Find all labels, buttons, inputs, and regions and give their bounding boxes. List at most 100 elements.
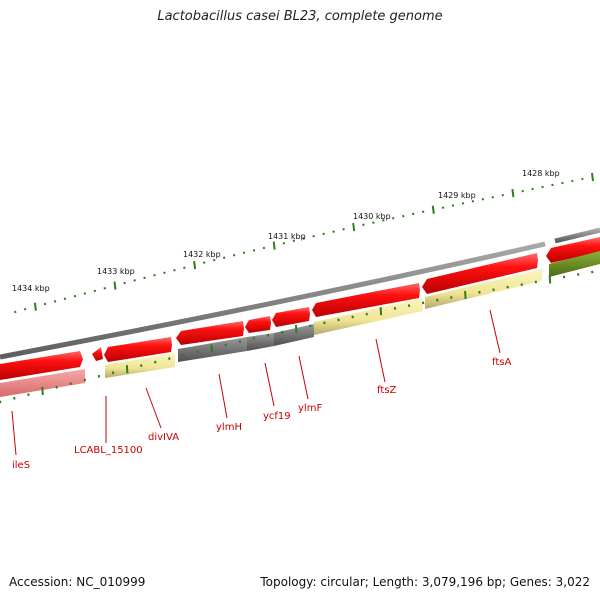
gene-arrow-small[interactable] — [92, 347, 103, 361]
scale-tick — [382, 219, 385, 222]
scale-tick — [113, 281, 117, 290]
scale-tick — [342, 228, 345, 231]
inner-tick — [140, 364, 143, 368]
gene-arrow-ftsZ-forward[interactable] — [312, 283, 420, 317]
inner-tick — [464, 290, 467, 299]
gene-label-ycf19[interactable]: ycf19 — [263, 411, 291, 422]
scale-tick — [332, 230, 335, 233]
gene-arrow-ycf19-forward[interactable] — [245, 316, 271, 333]
scale-tick — [491, 195, 494, 199]
scale-tick — [541, 185, 544, 189]
gene-label-ylmF[interactable]: ylmF — [298, 403, 322, 414]
inner-tick — [0, 400, 2, 404]
inner-tick — [196, 350, 199, 354]
inner-tick — [309, 324, 312, 328]
inner-tick — [238, 340, 242, 344]
scale-tick — [402, 214, 405, 218]
feature-ftsZ[interactable] — [314, 298, 423, 335]
inner-tick — [337, 318, 340, 322]
inner-tick — [224, 343, 227, 347]
inner-tick — [548, 275, 552, 284]
scale-tick — [282, 241, 286, 245]
gene-arrow-ftsA-forward[interactable] — [422, 253, 538, 294]
inner-tick — [492, 288, 495, 292]
scale-tick — [23, 308, 27, 311]
scale-tick — [531, 187, 534, 191]
feature-divIVA[interactable] — [105, 353, 175, 378]
gene-label-divIVA[interactable]: divIVA — [148, 432, 179, 443]
scale-tick — [242, 251, 246, 255]
inner-tick — [55, 385, 58, 389]
accession-text: Accession: NC_010999 — [9, 575, 146, 589]
scale-tick — [471, 200, 475, 203]
feature-ycf19[interactable] — [247, 333, 274, 351]
scale-labels: 1434 kbp 1433 kbp 1432 kbp 1431 kbp 1430… — [12, 169, 560, 293]
topology-text: Topology: circular; Length: 3,079,196 bp… — [260, 575, 590, 589]
scale-tick — [511, 188, 515, 198]
inner-tick — [252, 337, 256, 340]
gene-arrow-ylmF-forward[interactable] — [272, 307, 310, 327]
scale-tick — [591, 172, 594, 182]
inner-tick — [450, 296, 453, 299]
scale-tick — [173, 268, 176, 272]
scale-tick — [372, 221, 375, 224]
feature-right-green[interactable] — [549, 251, 600, 277]
scale-tick — [213, 258, 216, 262]
gene-label-ileS[interactable]: ileS — [12, 460, 30, 471]
inner-tick — [295, 324, 298, 334]
scale-tick — [352, 222, 356, 232]
scale-tick — [14, 310, 17, 314]
feature-ylmF[interactable] — [274, 324, 314, 346]
scale-tick — [431, 205, 435, 214]
scale-tick — [571, 179, 574, 183]
inner-tick — [421, 301, 425, 305]
inner-tick — [379, 307, 383, 316]
scale-tick — [252, 249, 256, 252]
forward-strand-genes — [0, 237, 600, 380]
inner-tick — [69, 382, 72, 386]
gene-arrow-ileS-forward[interactable] — [0, 351, 83, 380]
inner-tick — [591, 270, 594, 274]
scale-tick — [153, 274, 156, 277]
scale-tick — [521, 189, 524, 193]
gene-label-ftsA[interactable]: ftsA — [492, 357, 511, 368]
scale-tick — [193, 260, 197, 270]
scale-tick — [103, 286, 106, 290]
inner-tick-track — [0, 270, 594, 404]
scale-tick — [53, 300, 57, 303]
scale-tick — [73, 294, 77, 298]
scale-tick — [411, 212, 415, 216]
inner-tick — [576, 273, 580, 276]
inner-tick — [83, 378, 87, 382]
inner-tick — [323, 321, 326, 325]
gene-label-ylmH[interactable]: ylmH — [216, 422, 242, 433]
scale-tick — [232, 253, 236, 257]
genome-backbone — [0, 227, 600, 360]
scale-tick — [481, 197, 485, 201]
scale-label-1428: 1428 kbp — [522, 169, 560, 178]
inner-tick — [27, 393, 30, 397]
feature-ftsA[interactable] — [425, 269, 542, 309]
inner-tick — [393, 306, 397, 310]
scale-tick — [33, 302, 37, 311]
scale-tick — [123, 281, 126, 285]
scale-tick — [451, 204, 455, 207]
scale-tick — [302, 237, 305, 240]
feature-ileS[interactable] — [0, 369, 85, 397]
gene-arrow-ylmH-forward[interactable] — [176, 321, 244, 345]
scale-tick — [222, 256, 226, 259]
map-title: Lactobacillus casei BL23, complete genom… — [157, 9, 443, 24]
inner-tick — [13, 396, 16, 400]
gene-label-ftsZ[interactable]: ftsZ — [377, 385, 396, 396]
gene-arrow-divIVA-forward[interactable] — [104, 337, 172, 362]
inner-tick — [562, 275, 566, 279]
gene-label-LCABL_15100[interactable]: LCABL_15100 — [74, 445, 143, 456]
scale-label-1429: 1429 kbp — [438, 191, 476, 200]
inner-tick — [351, 315, 354, 319]
inner-tick — [182, 353, 185, 357]
gene-arrow-right-forward[interactable] — [546, 237, 600, 263]
scale-track — [14, 172, 594, 314]
inner-tick — [154, 360, 157, 364]
scale-tick — [392, 217, 395, 220]
